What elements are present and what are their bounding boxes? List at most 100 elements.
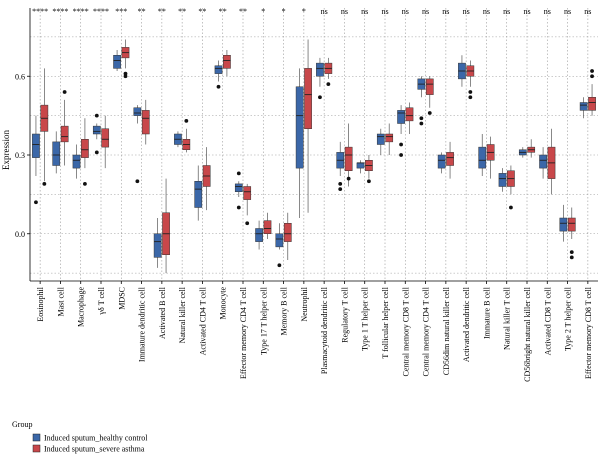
x-tick-label: Type 1 T helper cell: [361, 286, 370, 351]
outlier-point: [590, 69, 594, 73]
box-group: [397, 105, 405, 157]
legend-label-asthma: Induced sputum_severe asthma: [44, 445, 145, 454]
significance-label: ****: [52, 7, 68, 16]
x-tick-label: Immature B cell: [482, 286, 491, 339]
x-tick-label: γδ T cell: [97, 286, 106, 315]
box-group: [174, 131, 182, 148]
y-tick-label: 0.3: [15, 151, 25, 160]
x-tick-label: Macrophage: [77, 287, 86, 327]
box: [243, 186, 252, 200]
outlier-point: [468, 90, 473, 94]
outlier-point: [83, 181, 87, 186]
outlier-point: [34, 200, 38, 205]
box-group: [141, 99, 150, 145]
significance-label: ns: [422, 7, 429, 16]
box-group: [466, 60, 475, 100]
box: [559, 217, 568, 232]
x-tick-label: Eosinophil: [36, 286, 45, 321]
significance-label: ns: [544, 7, 551, 16]
x-tick-label: Immature dendritic cell: [138, 286, 147, 362]
x-tick-label: Neutrophil: [300, 286, 309, 321]
box: [255, 228, 263, 242]
x-tick-label: Central memory CD8 T cell: [401, 286, 410, 376]
box-group: [437, 152, 446, 174]
significance-label: *: [261, 7, 265, 16]
box-group: [153, 218, 162, 268]
box-group: [202, 147, 211, 211]
box-group: [72, 144, 81, 179]
outlier-point: [590, 74, 594, 79]
box-series: [32, 39, 596, 274]
outlier-point: [569, 255, 574, 260]
significance-label: ns: [381, 7, 388, 16]
outlier-point: [569, 250, 574, 255]
box: [316, 62, 324, 77]
outlier-point: [94, 113, 99, 118]
outlier-point: [236, 171, 241, 176]
box: [32, 133, 40, 158]
x-tick-label: T follicular helper cell: [381, 286, 390, 358]
box-group: [234, 171, 243, 210]
outlier-point: [338, 187, 343, 192]
plot-grid: [30, 8, 598, 281]
x-tick-label: Monocyte: [219, 287, 228, 320]
x-tick-label: Natural killer cell: [178, 286, 187, 343]
box-group: [316, 57, 324, 100]
box-group: [40, 68, 49, 186]
box: [539, 154, 547, 169]
outlier-point: [94, 150, 99, 155]
box-group: [588, 69, 596, 116]
significance-label: ****: [93, 7, 109, 16]
y-tick-label: 0.0: [15, 230, 25, 239]
box-group: [376, 128, 385, 155]
y-axis: 0.0 0.3 0.6: [15, 8, 31, 281]
legend: Group Induced sputum_healthy control Ind…: [12, 420, 148, 454]
significance-label: **: [158, 7, 166, 16]
x-tick-label: Activated CD4 T cell: [198, 286, 207, 355]
box: [304, 68, 312, 129]
box-group: [121, 39, 130, 79]
box-group: [356, 160, 365, 174]
significance-label: ****: [32, 7, 48, 16]
significance-label: ns: [341, 7, 348, 16]
outlier-point: [326, 82, 331, 87]
box-group: [243, 183, 252, 226]
significance-label: ns: [483, 7, 490, 16]
box-group: [559, 204, 568, 242]
significance-label: ***: [115, 7, 127, 16]
box-group: [498, 168, 507, 192]
box-group: [32, 115, 40, 205]
outlier-point: [399, 142, 403, 147]
box-group: [214, 60, 223, 89]
x-tick-label: Activated dendritic cell: [462, 286, 471, 362]
x-tick-label: Regulatory T cell: [340, 286, 349, 342]
box-group: [101, 115, 110, 169]
box-group: [547, 128, 556, 195]
outlier-point: [399, 153, 403, 157]
significance-label: ****: [73, 7, 89, 16]
significance-label: *: [302, 7, 306, 16]
box: [385, 133, 394, 143]
box: [194, 181, 203, 208]
x-tick-label: MDSC: [117, 287, 126, 310]
box-group: [133, 105, 142, 184]
box: [588, 97, 596, 111]
outlier-point: [135, 179, 140, 184]
x-tick-label: Type 2 T helper cell: [564, 286, 573, 351]
box-group: [507, 165, 515, 210]
box: [101, 128, 110, 148]
box-group: [385, 123, 394, 155]
box-group: [446, 141, 454, 179]
box: [567, 217, 576, 232]
box-group: [263, 212, 272, 239]
outlier-point: [427, 111, 432, 115]
x-tick-label: Memory B cell: [280, 286, 289, 335]
box: [376, 133, 385, 145]
significance-label: ns: [361, 7, 368, 16]
box-group: [539, 147, 547, 179]
box-group: [223, 50, 231, 77]
box: [275, 233, 284, 248]
box-group: [365, 155, 373, 184]
outlier-point: [123, 74, 128, 79]
